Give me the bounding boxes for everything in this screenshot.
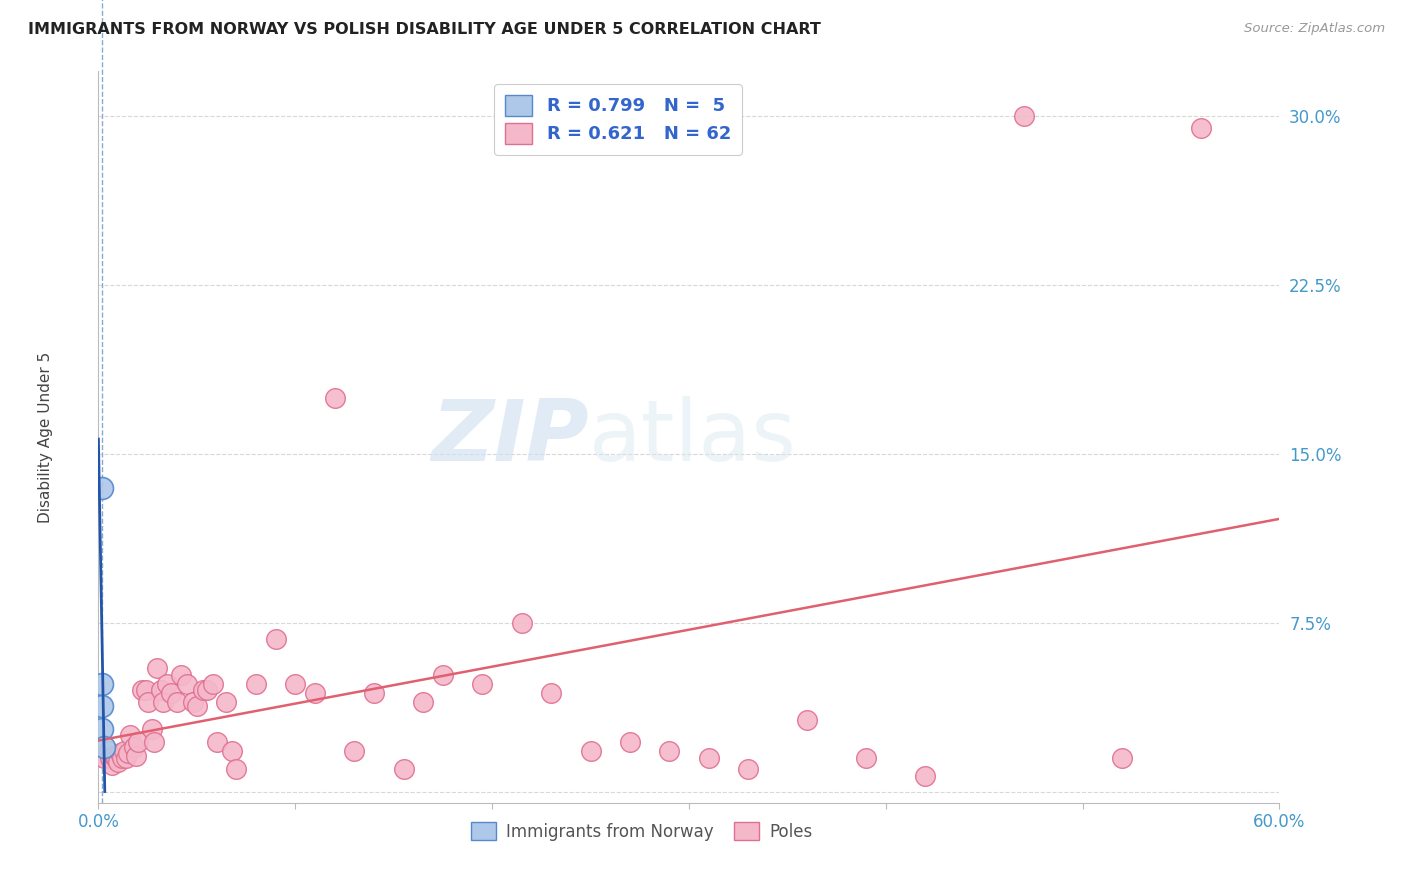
Point	[122, 739, 145, 754]
Point	[146, 661, 169, 675]
Point	[103, 748, 125, 763]
Point	[579, 744, 602, 758]
Point	[156, 676, 179, 690]
Point	[658, 744, 681, 758]
Point	[245, 676, 267, 690]
Point	[392, 762, 415, 776]
Point	[304, 685, 326, 699]
Point	[98, 751, 121, 765]
Point	[150, 683, 173, 698]
Point	[142, 735, 165, 749]
Point	[107, 756, 129, 770]
Point	[131, 683, 153, 698]
Point	[160, 685, 183, 699]
Point	[93, 751, 115, 765]
Point	[91, 481, 114, 495]
Point	[176, 676, 198, 690]
Point	[105, 751, 128, 765]
Point	[284, 676, 307, 690]
Point	[855, 751, 877, 765]
Point	[540, 685, 562, 699]
Point	[181, 694, 204, 708]
Point	[93, 739, 115, 754]
Point	[737, 762, 759, 776]
Point	[471, 676, 494, 690]
Point	[170, 667, 193, 681]
Point	[112, 744, 135, 758]
Point	[205, 735, 228, 749]
Point	[115, 751, 138, 765]
Point	[1189, 120, 1212, 135]
Point	[117, 746, 139, 760]
Point	[264, 632, 287, 646]
Point	[191, 683, 214, 698]
Point	[697, 751, 720, 765]
Point	[91, 699, 114, 714]
Point	[914, 769, 936, 783]
Point	[510, 615, 533, 630]
Point	[221, 744, 243, 758]
Point	[166, 694, 188, 708]
Point	[796, 713, 818, 727]
Text: Disability Age Under 5: Disability Age Under 5	[38, 351, 53, 523]
Point	[152, 694, 174, 708]
Point	[108, 746, 131, 760]
Point	[1111, 751, 1133, 765]
Text: ZIP: ZIP	[430, 395, 589, 479]
Text: IMMIGRANTS FROM NORWAY VS POLISH DISABILITY AGE UNDER 5 CORRELATION CHART: IMMIGRANTS FROM NORWAY VS POLISH DISABIL…	[28, 22, 821, 37]
Point	[343, 744, 366, 758]
Point	[323, 391, 346, 405]
Point	[141, 722, 163, 736]
Point	[225, 762, 247, 776]
Point	[136, 694, 159, 708]
Point	[432, 667, 454, 681]
Point	[412, 694, 434, 708]
Point	[101, 757, 124, 772]
Point	[135, 683, 157, 698]
Point	[91, 722, 114, 736]
Point	[619, 735, 641, 749]
Text: atlas: atlas	[589, 395, 797, 479]
Point	[125, 748, 148, 763]
Point	[201, 676, 224, 690]
Text: Source: ZipAtlas.com: Source: ZipAtlas.com	[1244, 22, 1385, 36]
Legend: Immigrants from Norway, Poles: Immigrants from Norway, Poles	[463, 814, 821, 849]
Point	[1012, 109, 1035, 123]
Point	[215, 694, 238, 708]
Point	[363, 685, 385, 699]
Point	[111, 751, 134, 765]
Point	[97, 744, 120, 758]
Point	[127, 735, 149, 749]
Point	[118, 728, 141, 742]
Point	[186, 699, 208, 714]
Point	[91, 676, 114, 690]
Point	[195, 683, 218, 698]
